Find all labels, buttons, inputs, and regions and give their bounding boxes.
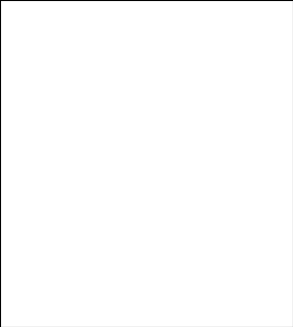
FancyBboxPatch shape [216, 249, 258, 277]
FancyBboxPatch shape [50, 249, 91, 277]
Title: GDS5 / 983: GDS5 / 983 [118, 9, 190, 22]
FancyBboxPatch shape [175, 249, 216, 277]
FancyBboxPatch shape [91, 221, 133, 249]
Text: time: time [51, 259, 71, 267]
Bar [63, 68, 78, 172]
FancyBboxPatch shape [50, 221, 91, 249]
Bar [230, 172, 244, 174]
Text: percentile rank within the sample: percentile rank within the sample [75, 305, 228, 314]
FancyBboxPatch shape [91, 249, 216, 277]
Text: GSM431: GSM431 [191, 244, 200, 282]
Point [110, 36, 115, 42]
Point [58, 307, 63, 312]
Point [193, 86, 198, 91]
Text: GSM432: GSM432 [233, 244, 241, 282]
FancyBboxPatch shape [133, 221, 175, 249]
Point [68, 24, 73, 29]
FancyBboxPatch shape [175, 221, 216, 249]
Point [235, 119, 239, 125]
Point [151, 34, 156, 39]
Text: GSM424: GSM424 [66, 244, 75, 282]
FancyBboxPatch shape [133, 249, 175, 277]
Text: 24 hour: 24 hour [219, 259, 255, 267]
Text: 12 hour: 12 hour [136, 259, 171, 267]
Bar [146, 115, 161, 172]
Text: log ratio: log ratio [75, 284, 113, 292]
Text: 6 hour: 6 hour [56, 259, 85, 267]
FancyBboxPatch shape [91, 249, 133, 277]
Text: GSM426: GSM426 [149, 216, 158, 254]
Text: GSM425: GSM425 [108, 216, 117, 254]
Text: GSM431: GSM431 [191, 216, 200, 254]
Text: GSM425: GSM425 [108, 244, 117, 282]
Bar [105, 152, 120, 172]
Bar [188, 153, 203, 172]
Point [58, 285, 63, 290]
Text: GSM432: GSM432 [233, 216, 241, 254]
FancyBboxPatch shape [216, 249, 258, 277]
FancyBboxPatch shape [50, 249, 91, 277]
FancyBboxPatch shape [216, 221, 258, 249]
Text: GSM426: GSM426 [149, 244, 158, 282]
Text: GSM424: GSM424 [66, 216, 75, 254]
